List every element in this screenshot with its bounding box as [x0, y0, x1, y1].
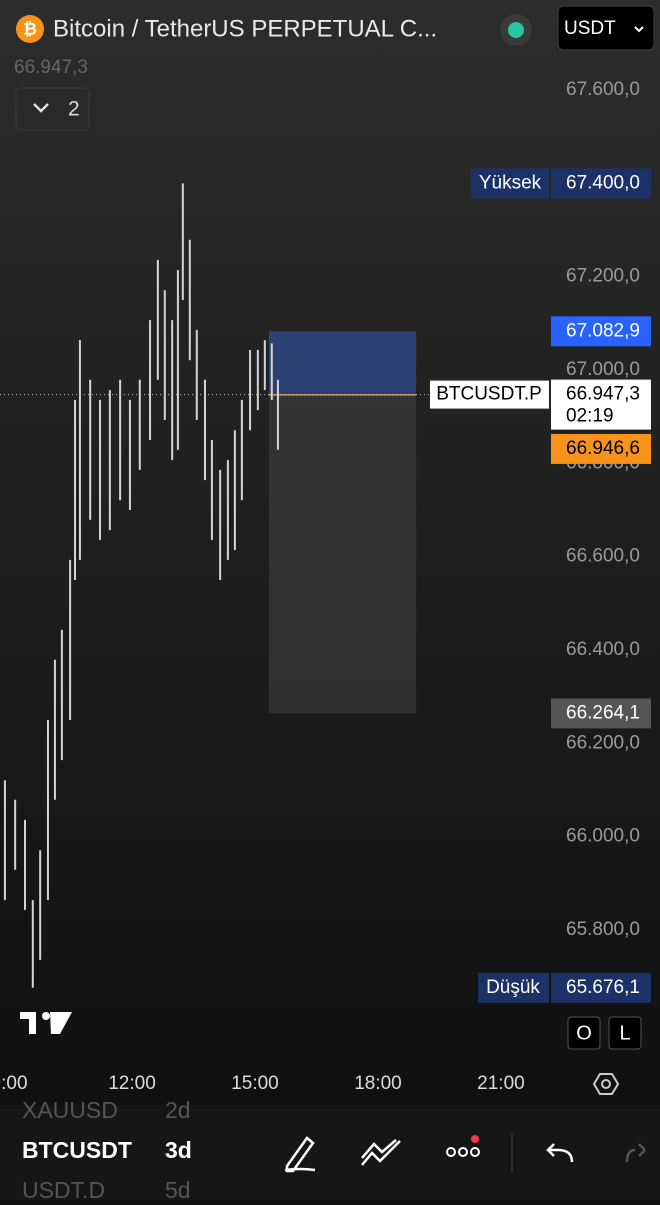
- watch-period: 3d: [165, 1137, 192, 1163]
- price-label: 65.676,1: [566, 977, 640, 998]
- plot: 67.600,067.400,067.200,067.000,066.800,0…: [0, 79, 651, 1094]
- price-label: 66.946,6: [566, 438, 640, 459]
- settings-icon[interactable]: [592, 1073, 620, 1095]
- redo-icon[interactable]: [625, 1143, 646, 1163]
- symbol-label-bg: [430, 380, 549, 409]
- currency: USDT: [564, 18, 616, 39]
- x-tick-label: 15:00: [231, 1073, 279, 1094]
- watch-symbol: USDT.D: [22, 1177, 105, 1200]
- auto-button[interactable]: [608, 1016, 642, 1050]
- button-label: L: [619, 1022, 630, 1044]
- stop-zone: [268, 394, 417, 714]
- price-label-bg: [551, 316, 651, 347]
- watchlist: XAUUSD 2d BTCUSDT 3d USDT.D 5d: [22, 1097, 192, 1203]
- chevron: [33, 103, 49, 113]
- y-tick-label: 66.600,0: [566, 546, 640, 567]
- tv-logo: [20, 1012, 72, 1034]
- name-bg: [478, 972, 549, 1003]
- button-label: O: [576, 1022, 592, 1044]
- coin-icon: [16, 15, 44, 43]
- last-label: 66.947,3: [566, 384, 640, 405]
- undo-icon[interactable]: [546, 1143, 574, 1163]
- target-zone: [268, 331, 417, 395]
- x-tick-label: 9:00: [0, 1073, 28, 1094]
- status-dot: [508, 22, 524, 38]
- y-tick-label: 66.200,0: [566, 732, 640, 753]
- price-label: 67.082,9: [566, 320, 640, 341]
- last-price: 66.947,3: [14, 57, 88, 78]
- indicator-count: 2: [68, 98, 80, 121]
- x-tick-label: 21:00: [477, 1073, 525, 1094]
- y-tick-label: 66.000,0: [566, 826, 640, 847]
- countdown: 02:19: [566, 406, 614, 427]
- last-label-bg: [551, 379, 651, 430]
- x-tick-label: 18:00: [354, 1073, 402, 1094]
- chevron: [634, 26, 644, 33]
- y-tick-label: 67.600,0: [566, 79, 640, 100]
- watch-period: 5d: [165, 1177, 191, 1200]
- price-label: 67.400,0: [566, 172, 640, 193]
- price-label-bg: [551, 433, 651, 464]
- y-tick-label: 67.000,0: [566, 359, 640, 380]
- price-label-bg: [551, 972, 651, 1003]
- low-name: Düşük: [486, 977, 540, 998]
- x-tick-label: 12:00: [108, 1073, 156, 1094]
- price-label-bg: [551, 698, 651, 729]
- watch-period: 2d: [165, 1097, 191, 1123]
- currency-select[interactable]: [557, 5, 655, 51]
- indicator-toggle[interactable]: [15, 87, 90, 131]
- more-icon[interactable]: [446, 1135, 480, 1157]
- watch-symbol: XAUUSD: [22, 1097, 118, 1123]
- y-tick-label: 67.200,0: [566, 266, 640, 287]
- symbol-label: BTCUSDT.P: [436, 384, 542, 405]
- y-tick-label: 65.800,0: [566, 919, 640, 940]
- coin-symbol: ₿: [23, 19, 37, 38]
- tv-logo: [42, 1012, 50, 1020]
- title: Bitcoin / TetherUS PERPETUAL C...: [53, 15, 437, 42]
- draw-icon[interactable]: [284, 1136, 316, 1173]
- high-name: Yüksek: [479, 172, 542, 193]
- log-button[interactable]: [567, 1016, 601, 1050]
- y-tick-label: 66.400,0: [566, 639, 640, 660]
- trend-icon[interactable]: [361, 1139, 401, 1166]
- price-label-bg: [551, 168, 651, 199]
- watch-symbol: BTCUSDT: [22, 1137, 132, 1163]
- name-bg: [471, 168, 549, 199]
- price-label: 66.264,1: [566, 702, 640, 723]
